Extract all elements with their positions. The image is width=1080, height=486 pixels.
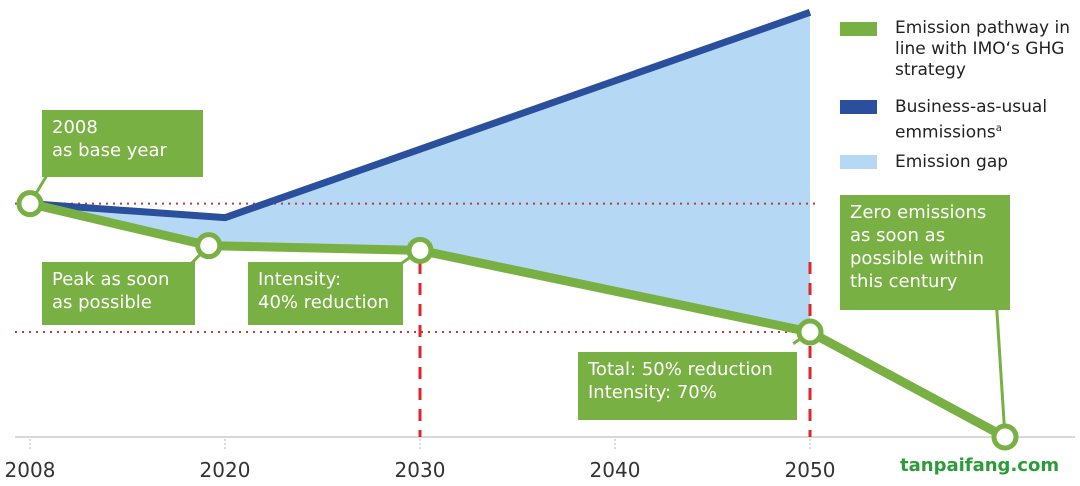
connector-dot <box>786 342 794 350</box>
legend-swatch <box>840 155 877 169</box>
annotation: Zero emissions as soon as possible within t… <box>840 195 1010 310</box>
legend-entry: Emission pathway in line with IMO‘s GHG … <box>895 18 1070 80</box>
annotation-line: Total: 50% reduction <box>588 359 773 380</box>
annotation: Intensity: 40% reduction <box>248 262 403 325</box>
point <box>991 423 1019 451</box>
x-tick-label: 2030 <box>395 458 446 482</box>
point <box>195 232 223 260</box>
emission-gap <box>30 12 810 332</box>
annotation-line: as soon as <box>850 225 946 246</box>
x-tick-label: 2050 <box>785 458 836 482</box>
x-tick-label: 2040 <box>590 458 641 482</box>
point <box>796 318 824 346</box>
annotation-line: Peak as soon <box>52 269 170 290</box>
annotation: 2008 as base year <box>42 110 203 177</box>
legend-swatch <box>840 100 877 114</box>
footnote-marker: a <box>995 123 1002 134</box>
annotation-line: 2008 <box>52 117 98 138</box>
watermark: tanpaifang.com <box>900 455 1060 476</box>
legend-swatch <box>840 22 877 36</box>
connector <box>994 296 1007 438</box>
annotation-line: Zero emissions <box>850 202 987 223</box>
x-tick-label: 2020 <box>200 458 251 482</box>
x-tick-label: 2008 <box>5 458 56 482</box>
annotation-line: this century <box>850 271 958 292</box>
point <box>16 190 44 218</box>
point <box>406 236 434 264</box>
annotation-line: as possible <box>52 292 152 313</box>
series-line <box>29 9 812 222</box>
annotation-line: possible within <box>850 248 985 269</box>
legend-entry: Business-as-usual emmissionsa <box>895 97 1070 144</box>
legend-label: Business-as-usual emmissions <box>895 97 1048 143</box>
annotation-line: Intensity: 70% <box>588 382 717 403</box>
annotation-line: Intensity: <box>258 269 342 290</box>
annotation: Peak as soon as possible <box>42 262 195 325</box>
annotation: Total: 50% reduction Intensity: 70% <box>578 352 797 420</box>
annotation-line: as base year <box>52 140 167 161</box>
legend-entry: Emission gap <box>895 152 1009 172</box>
annotation-line: 40% reduction <box>258 292 390 313</box>
